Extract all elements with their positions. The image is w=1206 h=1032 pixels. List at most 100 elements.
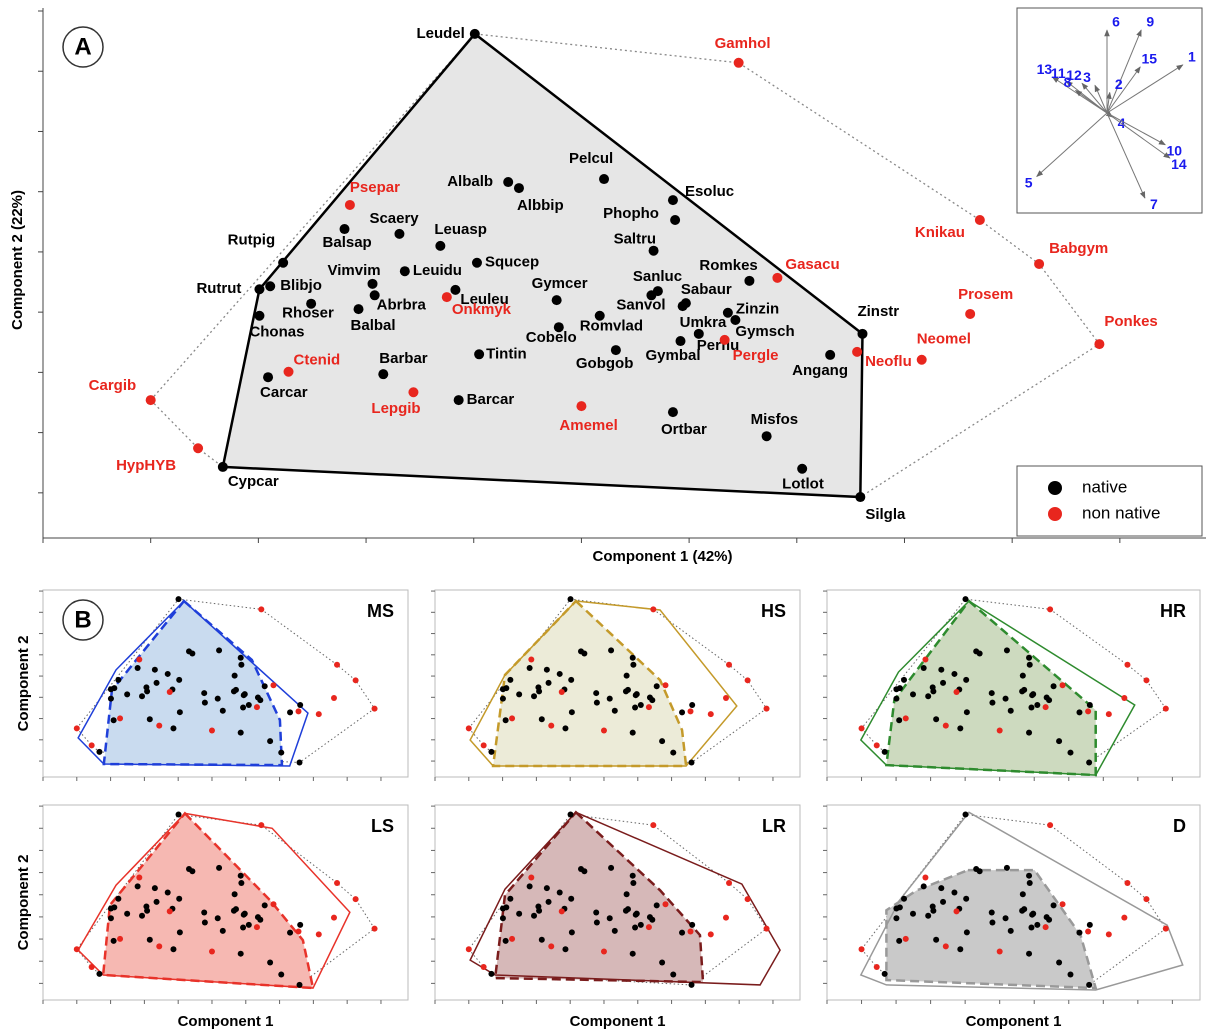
point (499, 915, 506, 922)
loading-arrow (1074, 90, 1108, 114)
point (238, 661, 245, 668)
point-label: Zinstr (857, 303, 899, 320)
point (1034, 921, 1041, 928)
point (687, 928, 694, 935)
point (253, 924, 260, 931)
point (296, 981, 303, 988)
legend-label: non native (1082, 503, 1160, 522)
point-label: Pergle (733, 347, 779, 364)
point (707, 711, 714, 718)
point (629, 729, 636, 736)
point (352, 677, 359, 684)
point-label: Gobgob (576, 355, 633, 372)
point (124, 691, 131, 698)
point (214, 915, 221, 922)
point (536, 907, 543, 914)
point (1143, 677, 1150, 684)
point (278, 971, 285, 978)
point (548, 943, 555, 950)
point (528, 656, 535, 663)
point (901, 676, 908, 683)
point (940, 898, 947, 905)
point (629, 872, 636, 879)
point (471, 257, 482, 268)
point (1085, 708, 1092, 715)
point (909, 910, 916, 917)
point (503, 685, 510, 692)
point (176, 895, 183, 902)
point (622, 907, 629, 914)
point (679, 929, 686, 936)
point (193, 443, 204, 454)
small-panel: HR (823, 589, 1201, 781)
point (1143, 896, 1150, 903)
point (1086, 981, 1093, 988)
point (896, 937, 903, 944)
point (1050, 683, 1057, 690)
point (1003, 864, 1010, 871)
solid-hull (469, 600, 738, 767)
small-panel: LS Component 1 Component 2 (15, 804, 409, 1030)
point (208, 727, 215, 734)
point (558, 908, 565, 915)
point (110, 937, 117, 944)
point (334, 661, 341, 668)
point-label: Zinzin (736, 301, 779, 318)
point-label: Onkmyk (452, 301, 512, 318)
point (258, 606, 265, 613)
point (645, 924, 652, 931)
point (334, 880, 341, 886)
point (965, 308, 976, 319)
point-label: Leuasp (434, 221, 487, 238)
point (516, 910, 523, 917)
point (88, 963, 95, 970)
point (240, 911, 247, 918)
point (371, 925, 378, 932)
point (920, 883, 927, 890)
point (339, 224, 350, 235)
point (107, 915, 114, 922)
all-species-hull (149, 33, 1101, 498)
point (593, 690, 600, 697)
point-label: Angang (792, 362, 848, 379)
point (623, 672, 630, 679)
y-axis-label: Component 2 (15, 636, 32, 732)
point (176, 709, 183, 716)
point (629, 654, 636, 661)
point (1085, 928, 1092, 935)
point-label: Romvlad (580, 318, 643, 335)
point (916, 354, 927, 365)
loading-arrow (1094, 84, 1108, 114)
point (230, 907, 237, 914)
point (606, 695, 613, 702)
dashed-hull (493, 810, 705, 984)
point (353, 304, 364, 315)
point (240, 704, 247, 711)
loading-arrow (1106, 91, 1112, 114)
point (726, 661, 733, 668)
point (502, 937, 509, 944)
point-label: Neoflu (865, 353, 912, 370)
point (974, 215, 985, 225)
point (632, 704, 639, 711)
point (1042, 924, 1049, 931)
loading-arrow (1106, 64, 1184, 114)
point (938, 885, 945, 892)
point (502, 717, 509, 724)
point (608, 864, 615, 871)
point (896, 717, 903, 724)
point-label: Rutrut (196, 280, 241, 297)
point (551, 295, 562, 306)
point (107, 695, 114, 702)
point-label: Babgym (1049, 240, 1108, 257)
point (153, 679, 160, 686)
panel-name: HR (1160, 601, 1186, 621)
point (134, 664, 141, 671)
point (295, 708, 302, 715)
point-label: Chonas (249, 324, 304, 341)
point-label: Scaery (369, 210, 419, 227)
point (96, 970, 103, 977)
point (562, 946, 569, 953)
point (622, 688, 629, 695)
point-label: Cargib (89, 377, 137, 394)
